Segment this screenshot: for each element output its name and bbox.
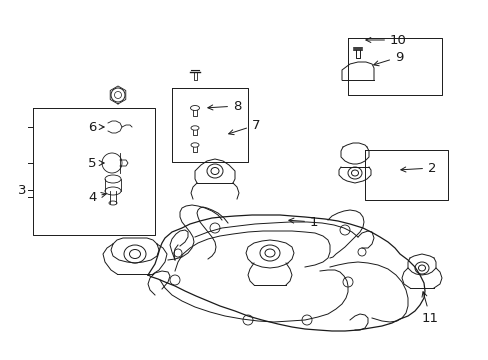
Text: 7: 7 (228, 118, 260, 135)
Text: 10: 10 (365, 33, 406, 46)
Text: 6: 6 (88, 121, 104, 134)
Text: 3: 3 (18, 184, 26, 197)
Text: 2: 2 (400, 162, 436, 175)
Text: 8: 8 (207, 99, 241, 113)
Text: 11: 11 (421, 292, 438, 324)
Text: 5: 5 (88, 157, 104, 170)
Text: 4: 4 (88, 190, 106, 203)
Text: 1: 1 (288, 216, 318, 229)
Text: 9: 9 (373, 50, 403, 66)
